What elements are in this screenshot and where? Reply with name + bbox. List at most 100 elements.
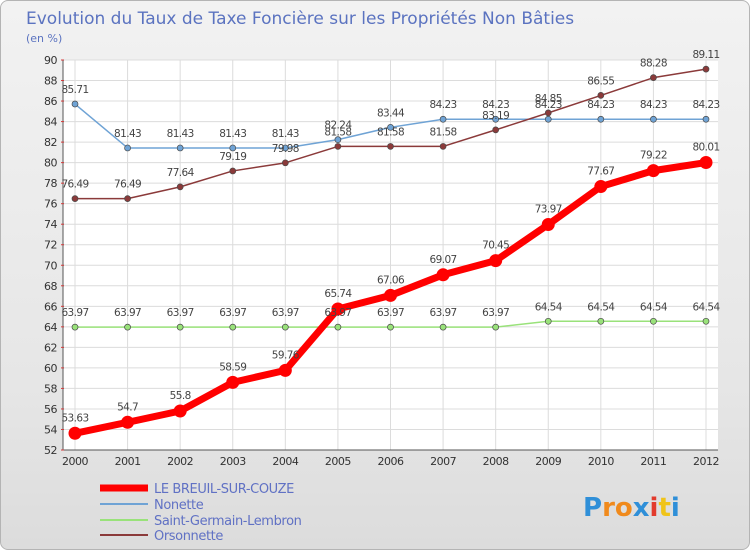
data-point[interactable] xyxy=(439,115,447,123)
data-point[interactable] xyxy=(650,115,657,123)
data-point[interactable] xyxy=(702,65,710,73)
data-point[interactable] xyxy=(334,323,342,331)
data-point[interactable] xyxy=(544,109,552,117)
data-point[interactable] xyxy=(278,363,292,377)
x-tick-label: 2007 xyxy=(430,455,456,468)
x-tick-label: 2002 xyxy=(167,455,193,468)
y-axis-unit: (en %) xyxy=(26,32,62,45)
data-point[interactable] xyxy=(597,92,605,99)
data-point[interactable] xyxy=(541,218,555,232)
x-tick-label: 2008 xyxy=(483,455,509,468)
data-point[interactable] xyxy=(650,74,657,82)
data-label: 63.97 xyxy=(482,307,509,319)
data-point[interactable] xyxy=(281,144,289,152)
logo-letter: t xyxy=(658,493,670,523)
data-label: 65.74 xyxy=(324,288,352,300)
data-point[interactable] xyxy=(439,143,447,150)
y-tick-label: 68 xyxy=(44,280,57,293)
series-layer xyxy=(68,65,713,440)
data-point[interactable] xyxy=(281,159,289,167)
data-label: 85.71 xyxy=(61,84,88,96)
chart-title: Evolution du Taux de Taxe Foncière sur l… xyxy=(26,9,574,29)
data-label: 84.23 xyxy=(692,99,719,111)
data-point[interactable] xyxy=(71,323,79,331)
data-point[interactable] xyxy=(226,375,240,389)
data-point[interactable] xyxy=(439,323,447,331)
data-point[interactable] xyxy=(702,115,710,123)
y-tick-label: 90 xyxy=(44,54,57,67)
data-point[interactable] xyxy=(387,123,394,131)
data-label: 73.97 xyxy=(535,204,562,216)
data-label: 54.7 xyxy=(117,401,138,413)
data-point[interactable] xyxy=(176,323,184,331)
x-tick-label: 2009 xyxy=(535,455,561,468)
data-point[interactable] xyxy=(594,180,608,194)
data-label: 84.23 xyxy=(482,99,509,111)
y-tick-label: 52 xyxy=(44,444,57,457)
data-point[interactable] xyxy=(229,144,237,152)
data-point[interactable] xyxy=(124,195,131,203)
y-tick-label: 86 xyxy=(44,95,57,108)
y-tick-label: 64 xyxy=(44,321,57,334)
data-point[interactable] xyxy=(387,143,394,150)
data-label: 59.76 xyxy=(272,349,300,361)
data-label: 79.98 xyxy=(272,143,299,155)
data-point[interactable] xyxy=(646,164,660,178)
data-point[interactable] xyxy=(492,126,500,134)
data-point[interactable] xyxy=(331,302,345,316)
data-point[interactable] xyxy=(176,144,184,152)
data-label: 69.07 xyxy=(430,254,457,266)
data-point[interactable] xyxy=(121,415,135,429)
data-label: 63.97 xyxy=(167,307,194,319)
data-point[interactable] xyxy=(229,323,237,331)
data-point[interactable] xyxy=(173,404,187,418)
data-point[interactable] xyxy=(492,115,500,123)
data-point[interactable] xyxy=(71,195,79,203)
x-tick-label: 2005 xyxy=(325,455,351,468)
data-point[interactable] xyxy=(124,144,131,152)
y-tick-label: 66 xyxy=(44,300,57,313)
legend-label: Orsonnette xyxy=(154,529,223,544)
data-point[interactable] xyxy=(436,268,450,282)
data-point[interactable] xyxy=(699,156,713,170)
data-point[interactable] xyxy=(597,317,605,325)
x-tick-label: 2004 xyxy=(272,455,298,468)
data-label: 76.49 xyxy=(114,179,141,191)
data-label: 63.97 xyxy=(324,307,351,319)
data-point[interactable] xyxy=(650,317,657,325)
y-tick-label: 78 xyxy=(44,177,57,190)
data-point[interactable] xyxy=(71,100,79,108)
data-point[interactable] xyxy=(334,143,342,150)
data-label: 83.44 xyxy=(377,107,405,119)
data-point[interactable] xyxy=(176,183,184,191)
logo-letter: r xyxy=(602,493,615,523)
data-label: 80.01 xyxy=(692,142,719,154)
data-point[interactable] xyxy=(702,317,710,325)
data-point[interactable] xyxy=(387,323,394,331)
y-tick-label: 58 xyxy=(44,382,57,395)
y-tick-label: 70 xyxy=(44,259,57,272)
data-point[interactable] xyxy=(544,317,552,325)
data-point[interactable] xyxy=(281,323,289,331)
data-point[interactable] xyxy=(384,288,397,302)
data-label: 89.11 xyxy=(692,49,719,61)
proxiti-logo: Proxiti xyxy=(583,493,680,523)
data-label: 77.67 xyxy=(587,166,614,178)
data-label: 81.43 xyxy=(272,128,299,140)
data-point[interactable] xyxy=(334,136,342,143)
data-point[interactable] xyxy=(229,167,237,175)
x-tick-label: 2006 xyxy=(378,455,404,468)
data-label: 63.97 xyxy=(272,307,299,319)
data-point[interactable] xyxy=(597,115,605,123)
data-label: 84.23 xyxy=(430,99,457,111)
data-point[interactable] xyxy=(489,254,503,268)
data-label: 64.54 xyxy=(535,301,563,313)
data-point[interactable] xyxy=(544,115,552,123)
data-point[interactable] xyxy=(124,323,131,331)
data-point[interactable] xyxy=(68,426,82,440)
y-tick-label: 72 xyxy=(44,239,57,252)
data-point[interactable] xyxy=(492,323,500,331)
y-tick-label: 54 xyxy=(44,423,57,436)
data-label: 55.8 xyxy=(170,390,191,402)
x-tick-label: 2000 xyxy=(62,455,88,468)
